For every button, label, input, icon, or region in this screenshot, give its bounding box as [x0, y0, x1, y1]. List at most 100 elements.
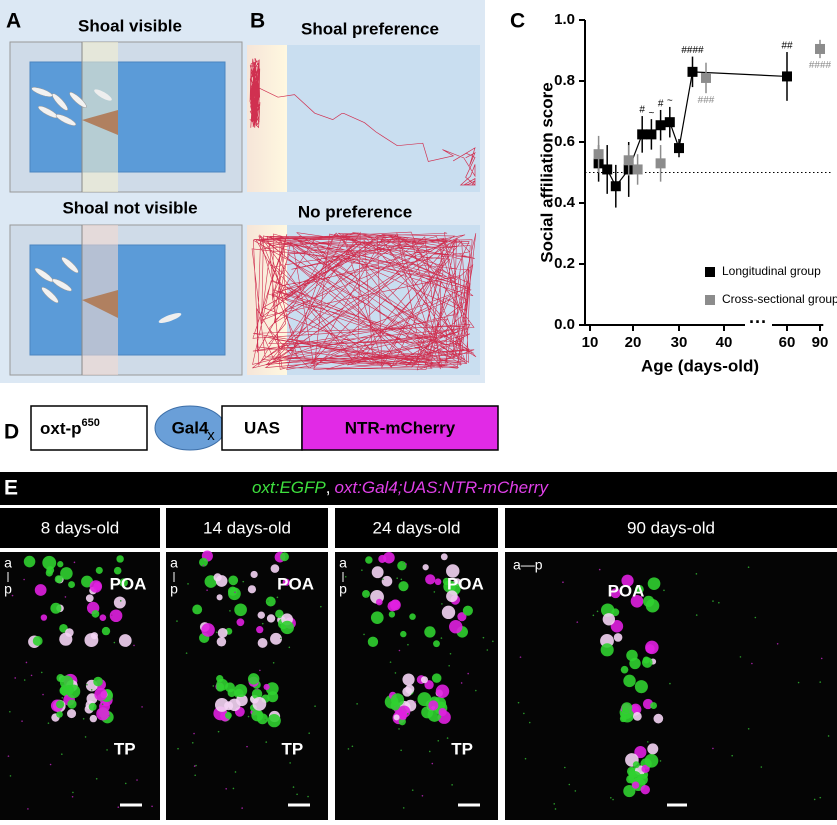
chart: ··· 0.0 0.2 0.4 0.6 0.8 1.0 10 20 30 40 60 90 Age (da…: [537, 11, 837, 376]
speck: [437, 740, 440, 742]
axis-p: p: [170, 581, 178, 597]
cell: [409, 613, 416, 620]
legend-marker: [705, 267, 715, 277]
speck: [568, 783, 571, 786]
cell: [267, 713, 281, 728]
speck: [739, 656, 742, 658]
x-tick-label: 10: [582, 334, 599, 351]
speck: [646, 741, 649, 743]
speck: [242, 580, 245, 583]
speck: [524, 757, 527, 760]
speck: [241, 807, 243, 809]
marker: [632, 164, 643, 175]
annotation: #: [639, 105, 645, 116]
speck: [30, 674, 33, 677]
x-tick-label: 90: [812, 334, 829, 351]
panel-label: C: [510, 10, 525, 33]
speck: [64, 596, 67, 598]
cell: [424, 626, 436, 638]
cell: [620, 665, 629, 674]
cell: [68, 581, 76, 589]
speck: [449, 652, 452, 655]
y-axis-label: Social affiliation score: [537, 82, 556, 262]
speck: [436, 713, 439, 716]
y-tick-label: 0.4: [554, 194, 576, 211]
speck: [276, 596, 279, 599]
uas: UAS: [244, 418, 280, 437]
marker: [687, 66, 698, 77]
cell: [631, 781, 640, 789]
speck: [136, 779, 138, 781]
region-label: POA: [608, 581, 645, 600]
cell: [400, 630, 407, 638]
cell: [23, 555, 36, 568]
speck: [347, 748, 350, 750]
speck: [712, 600, 714, 602]
cell: [425, 574, 436, 585]
cell: [441, 605, 456, 620]
speck: [84, 736, 87, 738]
speck: [202, 564, 205, 567]
speck: [475, 689, 477, 692]
axis-p: p: [4, 581, 12, 597]
track-title: Shoal preference: [301, 19, 439, 38]
cell: [280, 552, 289, 562]
speck: [669, 682, 671, 685]
cell: [109, 609, 123, 623]
speck: [813, 798, 816, 801]
marker: [782, 71, 792, 82]
speck: [344, 575, 347, 578]
speck: [398, 728, 400, 730]
speck: [229, 610, 231, 612]
speck: [819, 796, 822, 799]
cell: [236, 618, 245, 627]
speck: [217, 730, 220, 733]
cell: [610, 620, 624, 633]
cell: [602, 613, 616, 626]
speck: [519, 656, 522, 658]
cell: [398, 718, 406, 726]
cell: [397, 560, 407, 571]
speck: [9, 775, 12, 777]
cell: [422, 564, 429, 571]
speck: [141, 706, 143, 708]
marker: [610, 181, 621, 192]
speck: [405, 563, 407, 565]
cell: [56, 674, 65, 682]
marker: [593, 149, 604, 160]
trajectories: [249, 58, 477, 371]
legend-label: Cross-sectional group: [722, 292, 837, 306]
cell: [402, 673, 415, 686]
age-header-bg: [505, 508, 837, 548]
x-tick-label: 30: [671, 334, 688, 351]
cell: [45, 569, 53, 577]
cell: [365, 556, 373, 564]
cell: [613, 633, 623, 642]
speck: [663, 589, 665, 592]
legend-label: Longitudinal group: [722, 264, 821, 278]
tank-bottom: [9, 224, 243, 376]
cell: [59, 685, 69, 696]
axis-break: ···: [749, 312, 767, 332]
cell: [633, 712, 642, 721]
cell: [634, 680, 648, 694]
cell: [89, 714, 98, 723]
speck: [446, 737, 449, 739]
age-label: 8 days-old: [41, 518, 119, 537]
region-label: TP: [281, 739, 303, 758]
speck: [279, 637, 282, 640]
cell: [50, 602, 62, 614]
age-label: 14 days-old: [203, 518, 291, 537]
cell: [367, 636, 379, 647]
cell: [199, 557, 208, 567]
speck: [40, 671, 43, 674]
cell: [632, 761, 640, 769]
speck: [193, 732, 195, 735]
age-label: 24 days-old: [373, 518, 461, 537]
cell: [370, 611, 384, 625]
cell: [116, 555, 124, 563]
speck: [23, 578, 25, 581]
speck: [272, 661, 275, 664]
speck: [71, 795, 74, 798]
cell: [282, 578, 290, 586]
